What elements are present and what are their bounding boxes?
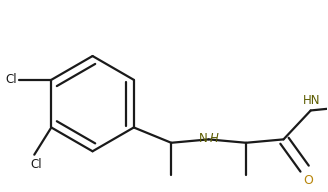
Text: O: O [303,174,313,187]
Text: Cl: Cl [6,73,17,86]
Text: N: N [199,132,208,145]
Text: Cl: Cl [30,158,42,171]
Text: H: H [210,132,218,145]
Text: HN: HN [303,94,320,107]
